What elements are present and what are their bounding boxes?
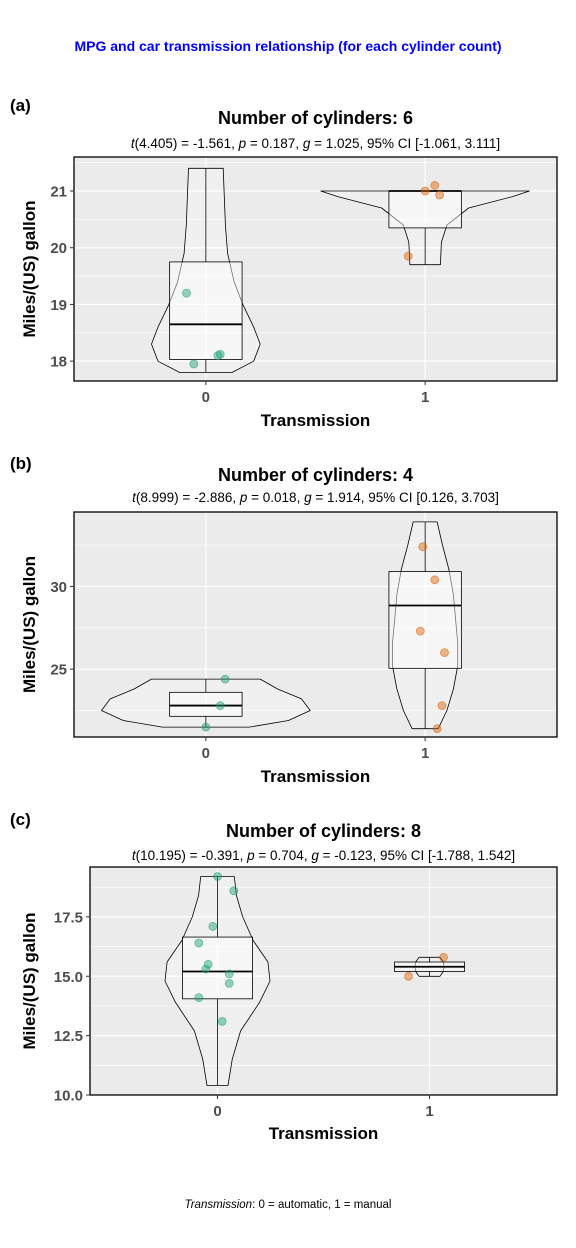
panel-1: (b) Number of cylinders: 4 t(8.999) = -2.8… [10,454,557,786]
panels: (a) Number of cylinders: 6 t(4.405) = -1.5… [10,96,557,1143]
caption-variable: Transmission [185,1199,253,1211]
figure-title: MPG and car transmission relationship (f… [74,38,501,54]
x-tick-label: 0 [202,745,210,762]
data-point [218,1017,226,1025]
figure-caption: Transmission: 0 = automatic, 1 = manual [185,1199,392,1211]
data-point [438,702,446,710]
y-tick-label: 18 [50,354,67,371]
panel-subtitle: t(10.195) = -0.391, p = 0.704, g = -0.12… [132,848,515,863]
panel-title: Number of cylinders: 8 [226,821,421,841]
x-tick-label: 1 [425,1103,433,1120]
data-point [404,252,412,260]
y-axis-title: Miles/(US) gallon [20,201,39,338]
data-point [195,939,203,947]
data-point [202,965,210,973]
y-tick-label: 12.5 [54,1028,83,1045]
x-tick-label: 0 [202,389,210,406]
data-point [230,887,238,895]
data-point [202,723,210,731]
y-axis-title: Miles/(US) gallon [20,556,39,693]
data-point [221,675,229,683]
y-tick-label: 19 [50,297,67,314]
x-tick-label: 0 [213,1103,221,1120]
y-tick-label: 25 [50,662,67,679]
y-tick-label: 10.0 [54,1088,83,1105]
caption-text: : 0 = automatic, 1 = manual [252,1199,391,1211]
data-point [225,979,233,987]
box-0 [182,937,252,999]
data-point [431,576,439,584]
box-1 [389,191,461,228]
x-axis-title: Transmission [269,1124,379,1143]
panel-subtitle: t(8.999) = -2.886, p = 0.018, g = 1.914,… [132,490,499,505]
y-tick-label: 15.0 [54,969,83,986]
data-point [421,187,429,195]
y-tick-label: 20 [50,240,67,257]
panel-2: (c) Number of cylinders: 8 t(10.195) = -0.… [10,810,557,1143]
data-point [209,922,217,930]
data-point [190,360,198,368]
data-point [419,543,427,551]
data-point [216,702,224,710]
data-point [436,191,444,199]
data-point [440,953,448,961]
data-point [433,725,441,733]
x-axis-title: Transmission [261,411,371,430]
y-tick-label: 17.5 [54,909,83,926]
data-point [416,627,424,635]
box-1 [389,572,461,669]
panel-title: Number of cylinders: 6 [218,108,413,128]
data-point [214,873,222,881]
panel-background [90,867,557,1095]
panel-title: Number of cylinders: 4 [218,465,413,485]
panel-tag: (a) [10,96,31,115]
data-point [183,289,191,297]
data-point [405,972,413,980]
panel-tag: (b) [10,454,32,473]
panel-0: (a) Number of cylinders: 6 t(4.405) = -1.5… [10,96,557,430]
panel-subtitle: t(4.405) = -1.561, p = 0.187, g = 1.025,… [131,136,500,151]
x-tick-label: 1 [421,745,429,762]
data-point [441,649,449,657]
y-tick-label: 21 [50,184,67,201]
panel-tag: (c) [10,810,31,829]
data-point [431,181,439,189]
x-axis-title: Transmission [261,767,371,786]
data-point [225,970,233,978]
x-tick-label: 1 [421,389,429,406]
box-0 [170,262,242,360]
box-0 [170,692,242,716]
data-point [195,994,203,1002]
y-tick-label: 30 [50,579,67,596]
y-axis-title: Miles/(US) gallon [20,913,39,1050]
data-point [216,350,224,358]
